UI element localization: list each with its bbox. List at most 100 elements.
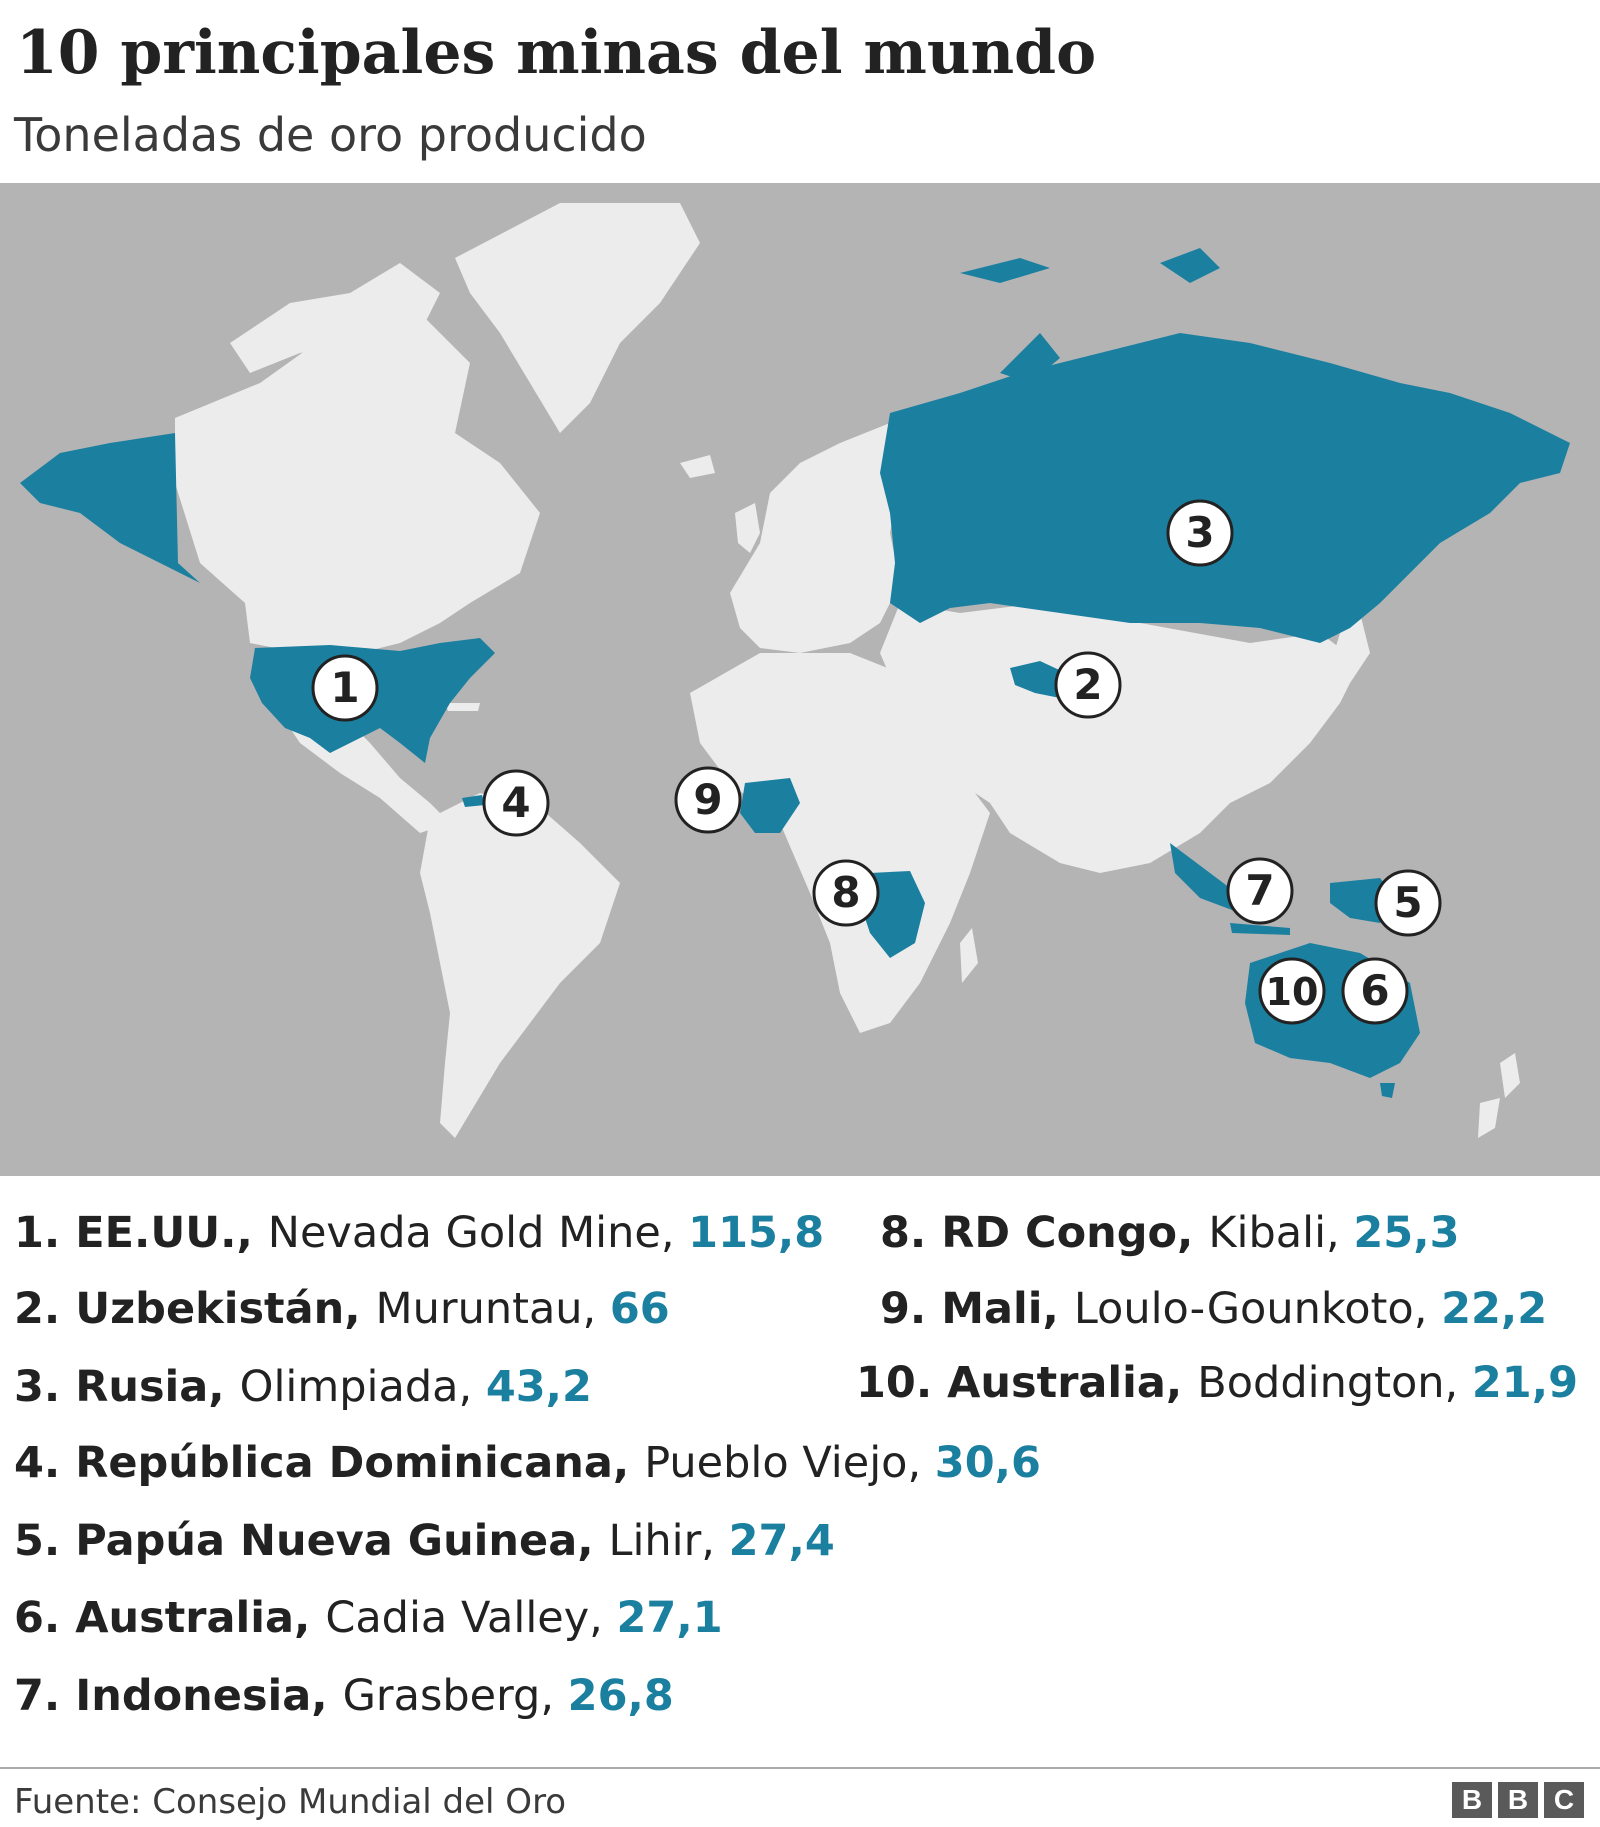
land-dominican-republic xyxy=(462,795,485,807)
entry-value: 43,2 xyxy=(485,1362,592,1412)
mine-entry: 10. Australia, Boddington, 21,9 xyxy=(856,1362,1578,1405)
marker-number: 10 xyxy=(1266,970,1319,1014)
entry-country: Australia, xyxy=(75,1593,326,1643)
land-greenland xyxy=(455,203,700,433)
chart-subtitle: Toneladas de oro producido xyxy=(14,108,647,162)
entry-value: 115,8 xyxy=(688,1208,825,1258)
mine-marker: 6 xyxy=(1341,957,1409,1025)
marker-number: 4 xyxy=(501,778,530,827)
entry-mine: Olimpiada, xyxy=(239,1362,486,1412)
entry-country: República Dominicana, xyxy=(75,1438,645,1488)
entry-value: 27,1 xyxy=(616,1593,723,1643)
entry-mine: Kibali, xyxy=(1208,1208,1354,1258)
marker-number: 1 xyxy=(330,663,359,712)
entry-country: Papúa Nueva Guinea, xyxy=(75,1516,609,1566)
marker-number: 9 xyxy=(693,775,722,824)
entry-value: 21,9 xyxy=(1471,1358,1578,1408)
marker-circle xyxy=(812,859,880,927)
entry-number: 9. xyxy=(880,1284,942,1334)
mine-entry: 9. Mali, Loulo-Gounkoto, 22,2 xyxy=(880,1288,1547,1331)
entry-number: 3. xyxy=(14,1362,76,1412)
land-arabia xyxy=(900,673,990,758)
mine-marker: 2 xyxy=(1054,651,1122,719)
marker-circle xyxy=(1054,651,1122,719)
marker-circle xyxy=(1374,869,1442,937)
entry-mine: Loulo-Gounkoto, xyxy=(1073,1284,1442,1334)
entry-mine: Pueblo Viejo, xyxy=(644,1438,935,1488)
mine-entry: 8. RD Congo, Kibali, 25,3 xyxy=(880,1212,1459,1255)
entry-value: 25,3 xyxy=(1353,1208,1460,1258)
mine-marker: 7 xyxy=(1226,857,1294,925)
marker-number: 3 xyxy=(1185,508,1214,557)
marker-number: 8 xyxy=(831,868,860,917)
entry-number: 7. xyxy=(14,1671,76,1721)
entry-number: 5. xyxy=(14,1516,76,1566)
entry-mine: Nevada Gold Mine, xyxy=(267,1208,689,1258)
entry-country: EE.UU., xyxy=(75,1208,268,1258)
land-canadian-islands xyxy=(230,263,440,373)
marker-circle xyxy=(311,654,379,722)
entry-number: 10. xyxy=(856,1358,948,1408)
entry-mine: Lihir, xyxy=(608,1516,729,1566)
mine-entry: 1. EE.UU., Nevada Gold Mine, 115,8 xyxy=(14,1212,824,1255)
mine-entry: 2. Uzbekistán, Muruntau, 66 xyxy=(14,1288,670,1331)
entry-value: 66 xyxy=(609,1284,670,1334)
land-iceland xyxy=(680,455,715,478)
footer-divider xyxy=(0,1767,1600,1769)
land-south-america xyxy=(420,793,620,1138)
land-uk xyxy=(735,503,760,553)
entry-country: Indonesia, xyxy=(75,1671,343,1721)
land-arctic-islands xyxy=(960,248,1220,383)
entry-country: RD Congo, xyxy=(941,1208,1209,1258)
land-russia xyxy=(880,333,1570,643)
world-map: 1 2 3 4 56 7 8 9 10 xyxy=(0,183,1600,1176)
land-north-america xyxy=(175,313,540,653)
bbc-logo: B B C xyxy=(1452,1782,1584,1818)
marker-circle xyxy=(482,769,550,837)
land-madagascar xyxy=(960,928,978,983)
mine-entry: 7. Indonesia, Grasberg, 26,8 xyxy=(14,1675,674,1718)
land-asia xyxy=(880,603,1360,873)
entry-country: Uzbekistán, xyxy=(75,1284,376,1334)
land-alaska xyxy=(20,433,200,583)
mine-entry: 3. Rusia, Olimpiada, 43,2 xyxy=(14,1366,592,1409)
bbc-logo-letter: C xyxy=(1544,1782,1584,1818)
entry-mine: Boddington, xyxy=(1197,1358,1472,1408)
entry-value: 26,8 xyxy=(567,1671,674,1721)
entry-country: Mali, xyxy=(941,1284,1074,1334)
mine-marker: 4 xyxy=(482,769,550,837)
marker-circle xyxy=(1166,499,1234,567)
land-japan xyxy=(1325,613,1370,703)
entry-mine: Muruntau, xyxy=(375,1284,610,1334)
source-note: Fuente: Consejo Mundial del Oro xyxy=(14,1782,567,1822)
marker-number: 5 xyxy=(1393,878,1422,927)
land-new-zealand xyxy=(1478,1053,1520,1138)
marker-number: 7 xyxy=(1245,866,1274,915)
entry-number: 2. xyxy=(14,1284,76,1334)
mine-marker: 10 xyxy=(1258,957,1326,1025)
mine-entry: 5. Papúa Nueva Guinea, Lihir, 27,4 xyxy=(14,1520,835,1563)
bbc-logo-letter: B xyxy=(1452,1782,1492,1818)
mine-entry: 4. República Dominicana, Pueblo Viejo, 3… xyxy=(14,1442,1041,1485)
entry-number: 6. xyxy=(14,1593,76,1643)
marker-circle xyxy=(1258,957,1326,1025)
land-mali xyxy=(740,778,800,833)
entry-country: Australia, xyxy=(947,1358,1198,1408)
marker-circle xyxy=(1341,957,1409,1025)
entry-value: 30,6 xyxy=(934,1438,1041,1488)
mine-marker: 3 xyxy=(1166,499,1234,567)
entry-mine: Grasberg, xyxy=(342,1671,568,1721)
mine-entry: 6. Australia, Cadia Valley, 27,1 xyxy=(14,1597,723,1640)
mine-markers: 1 2 3 4 56 7 8 9 10 xyxy=(311,499,1442,1025)
entry-value: 27,4 xyxy=(728,1516,835,1566)
mine-marker: 5 xyxy=(1374,869,1442,937)
mine-marker: 1 xyxy=(311,654,379,722)
marker-number: 6 xyxy=(1360,966,1389,1015)
marker-circle xyxy=(1226,857,1294,925)
chart-title: 10 principales minas del mundo xyxy=(16,18,1097,88)
entry-number: 4. xyxy=(14,1438,76,1488)
entry-mine: Cadia Valley, xyxy=(325,1593,617,1643)
marker-circle xyxy=(674,766,742,834)
marker-number: 2 xyxy=(1073,660,1102,709)
bbc-logo-letter: B xyxy=(1498,1782,1538,1818)
